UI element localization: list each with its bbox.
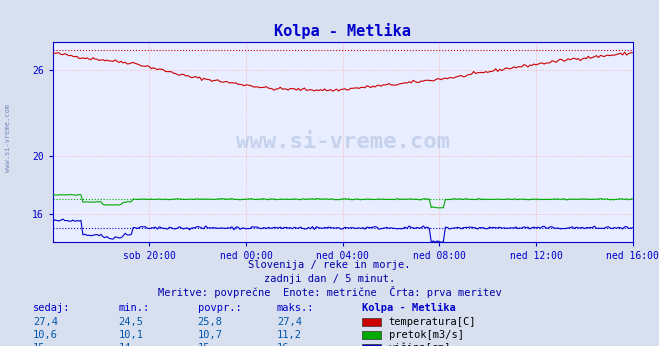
Text: 27,4: 27,4 bbox=[33, 317, 58, 327]
Text: 11,2: 11,2 bbox=[277, 330, 302, 340]
Text: Kolpa - Metlika: Kolpa - Metlika bbox=[362, 303, 456, 313]
Text: 27,4: 27,4 bbox=[277, 317, 302, 327]
Text: zadnji dan / 5 minut.: zadnji dan / 5 minut. bbox=[264, 274, 395, 284]
Text: www.si-vreme.com: www.si-vreme.com bbox=[5, 104, 11, 172]
Text: temperatura[C]: temperatura[C] bbox=[389, 317, 476, 327]
Text: 16: 16 bbox=[277, 343, 289, 346]
Text: 10,1: 10,1 bbox=[119, 330, 144, 340]
Text: www.si-vreme.com: www.si-vreme.com bbox=[236, 132, 449, 152]
Text: Slovenija / reke in morje.: Slovenija / reke in morje. bbox=[248, 260, 411, 270]
Text: 25,8: 25,8 bbox=[198, 317, 223, 327]
Title: Kolpa - Metlika: Kolpa - Metlika bbox=[274, 23, 411, 39]
Text: pretok[m3/s]: pretok[m3/s] bbox=[389, 330, 464, 340]
Text: povpr.:: povpr.: bbox=[198, 303, 241, 313]
Text: 14: 14 bbox=[119, 343, 131, 346]
Text: min.:: min.: bbox=[119, 303, 150, 313]
Text: 24,5: 24,5 bbox=[119, 317, 144, 327]
Text: maks.:: maks.: bbox=[277, 303, 314, 313]
Text: 15: 15 bbox=[33, 343, 45, 346]
Text: Meritve: povprečne  Enote: metrične  Črta: prva meritev: Meritve: povprečne Enote: metrične Črta:… bbox=[158, 286, 501, 298]
Text: 15: 15 bbox=[198, 343, 210, 346]
Text: višina[cm]: višina[cm] bbox=[389, 343, 451, 346]
Text: 10,7: 10,7 bbox=[198, 330, 223, 340]
Text: 10,6: 10,6 bbox=[33, 330, 58, 340]
Text: sedaj:: sedaj: bbox=[33, 303, 71, 313]
